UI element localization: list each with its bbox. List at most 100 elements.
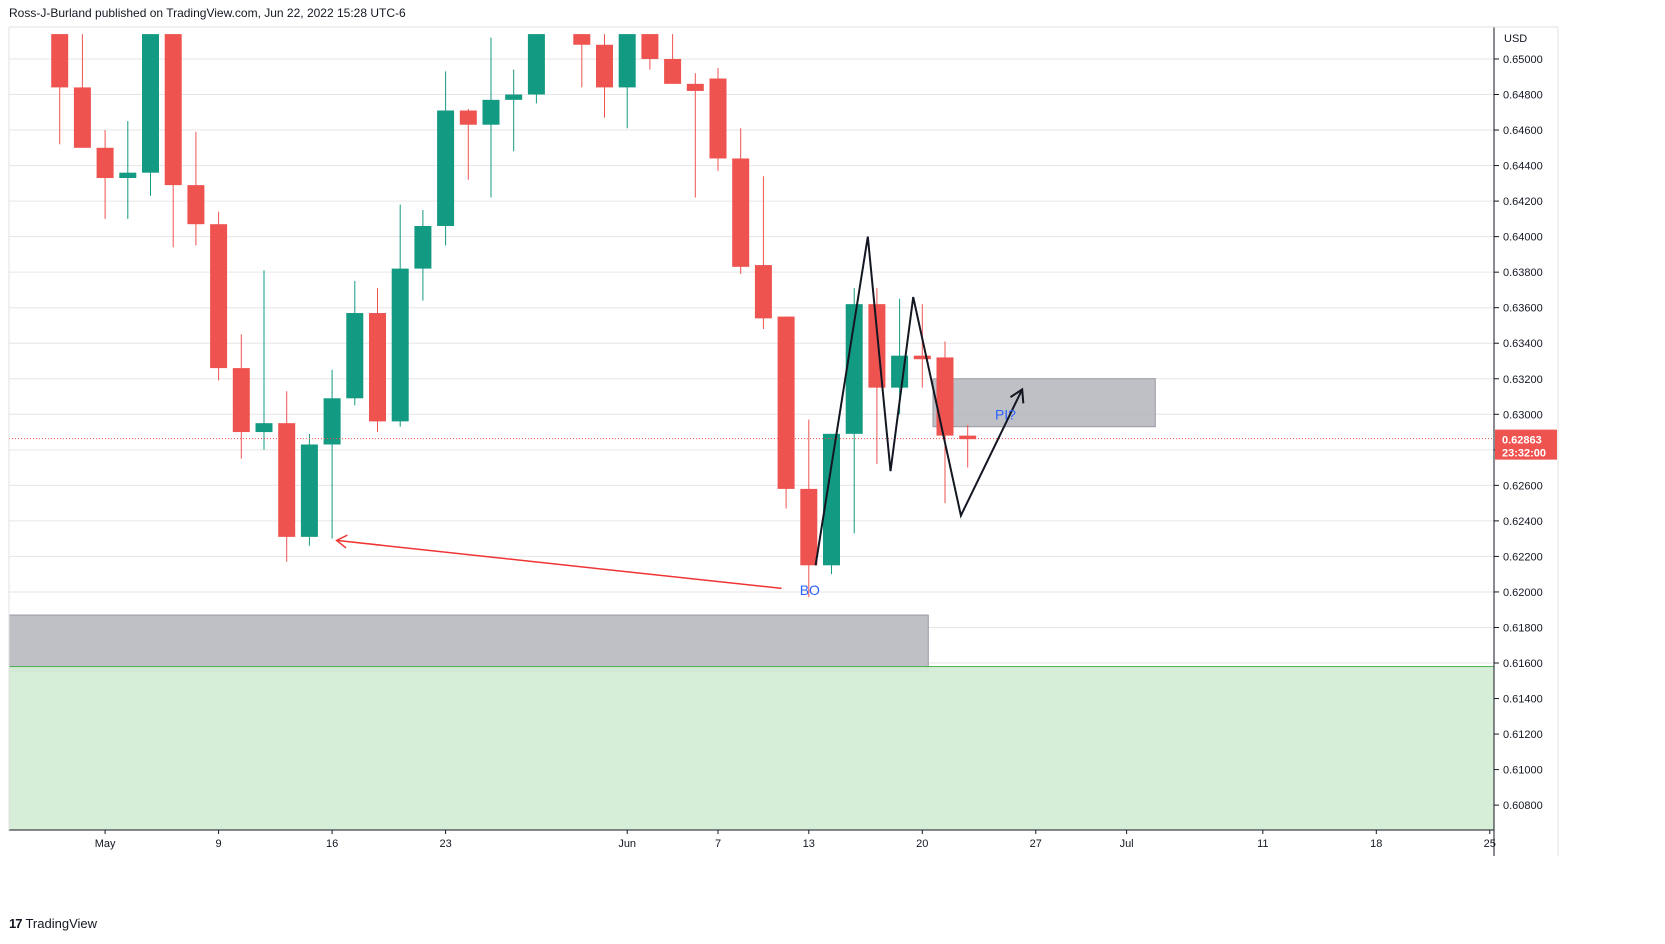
y-tick-label: 0.64600: [1503, 125, 1543, 137]
tradingview-logo-icon: 17: [9, 916, 23, 931]
annotation-bo: BO: [800, 582, 820, 598]
zone-pi-zone: [932, 378, 1156, 428]
candle[interactable]: [913, 304, 931, 388]
candle-body: [686, 83, 704, 91]
candle-body: [777, 316, 795, 489]
candle-body: [51, 34, 69, 88]
candle[interactable]: [391, 204, 409, 427]
candle[interactable]: [573, 34, 591, 88]
candle-body: [936, 357, 954, 436]
x-tick-label: 13: [803, 838, 815, 850]
candle-body: [709, 78, 727, 159]
currency-label: USD: [1504, 33, 1527, 45]
y-tick-label: 0.61800: [1503, 622, 1543, 634]
candle[interactable]: [300, 433, 318, 546]
time-axis: May 9 16 23 Jun 7 13 20 27 Jul 11 18 25: [8, 26, 1559, 856]
candle[interactable]: [119, 121, 137, 219]
candle[interactable]: [164, 34, 182, 248]
candle[interactable]: [527, 34, 545, 104]
candle-body: [641, 34, 659, 59]
candle[interactable]: [323, 369, 341, 539]
candle[interactable]: [686, 73, 704, 198]
candle[interactable]: [51, 34, 69, 145]
candle[interactable]: [709, 67, 727, 171]
y-tick-label: 0.62600: [1503, 480, 1543, 492]
x-tick-label: 9: [216, 838, 222, 850]
y-tick-label: 0.63800: [1503, 267, 1543, 279]
candle-body: [868, 304, 886, 388]
price-axis: 0.65000 0.64800 0.64600 0.64400 0.64200 0.640…: [1493, 27, 1557, 856]
candle[interactable]: [664, 34, 682, 84]
candle-body: [845, 304, 863, 434]
candle-body: [73, 87, 91, 148]
candle[interactable]: [414, 209, 432, 301]
x-tick-label: 11: [1257, 838, 1268, 850]
zone-green-support: [8, 666, 1495, 831]
candle-body: [823, 433, 840, 566]
candle[interactable]: [278, 391, 296, 562]
y-tick-label: 0.62000: [1503, 587, 1543, 599]
y-tick-label: 0.62200: [1503, 551, 1543, 563]
candle-body: [300, 444, 318, 537]
x-tick-label: 16: [326, 838, 338, 850]
candle[interactable]: [641, 34, 659, 70]
candle[interactable]: [596, 34, 613, 118]
candle[interactable]: [210, 211, 228, 381]
candle-body: [255, 423, 273, 433]
candle[interactable]: [959, 424, 977, 468]
candle-body: [664, 58, 682, 84]
last-price-value: 0.62863: [1502, 435, 1542, 447]
publisher-header: Ross-J-Burland published on TradingView.…: [9, 6, 406, 20]
candle[interactable]: [800, 419, 818, 598]
candle-body: [187, 185, 205, 225]
y-tick-label: 0.64400: [1503, 161, 1543, 173]
candle[interactable]: [96, 130, 114, 219]
last-price-tag-bg: [1495, 429, 1557, 460]
candle-body: [527, 34, 545, 95]
candle[interactable]: [73, 34, 91, 148]
candle[interactable]: [232, 334, 250, 459]
candle[interactable]: [777, 316, 795, 509]
candle[interactable]: [845, 288, 863, 534]
candle-body: [232, 368, 250, 433]
candle-body: [800, 488, 818, 566]
bo-arrowhead: [335, 534, 348, 549]
candle[interactable]: [187, 131, 205, 246]
candle[interactable]: [459, 108, 477, 180]
y-tick-label: 0.64000: [1503, 232, 1543, 244]
candle[interactable]: [732, 128, 750, 274]
candle-body: [391, 268, 409, 422]
bo-arrow-line: [336, 539, 782, 590]
y-tick-label: 0.61000: [1503, 765, 1543, 777]
y-tick-label: 0.64800: [1503, 90, 1543, 102]
candle[interactable]: [369, 288, 386, 433]
candle-body: [459, 110, 477, 125]
candle-body: [913, 355, 931, 360]
x-tick-label: 25: [1484, 838, 1496, 850]
y-tick-label: 0.65000: [1503, 54, 1543, 66]
candle[interactable]: [823, 433, 840, 575]
candle-body: [96, 147, 114, 179]
candle[interactable]: [142, 34, 159, 196]
candle[interactable]: [754, 176, 772, 330]
candle[interactable]: [255, 270, 273, 450]
y-tick-label: 0.64200: [1503, 196, 1543, 208]
annotation-pi: PI?: [995, 406, 1016, 422]
zone-upper-gray: [8, 614, 929, 673]
candle[interactable]: [936, 341, 954, 504]
x-tick-label: 20: [916, 838, 928, 850]
candle[interactable]: [437, 71, 455, 246]
candle-body: [369, 313, 386, 422]
x-tick-label: 23: [439, 838, 451, 850]
tradingview-footer[interactable]: 17 TradingView: [9, 916, 97, 931]
candle-body: [618, 34, 636, 88]
y-tick-label: 0.61400: [1503, 694, 1543, 706]
candle-body: [437, 110, 455, 226]
y-tick-label: 0.63400: [1503, 338, 1543, 350]
candle[interactable]: [482, 37, 500, 198]
candle[interactable]: [618, 34, 636, 129]
candle[interactable]: [505, 69, 523, 152]
candle[interactable]: [346, 281, 364, 406]
